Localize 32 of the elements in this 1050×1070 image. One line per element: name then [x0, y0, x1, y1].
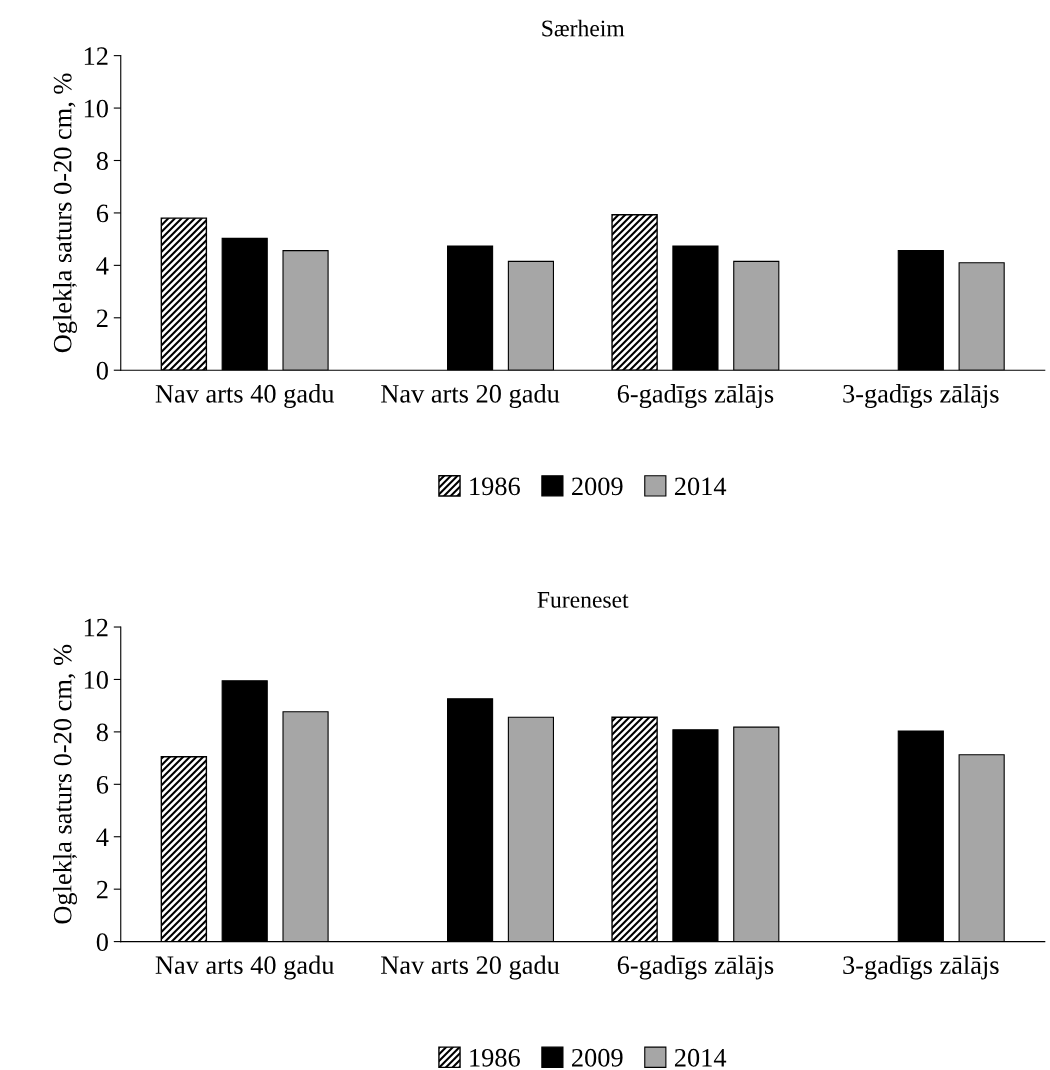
- y-tick-label: 10: [84, 99, 108, 118]
- y-tick-label: 6: [96, 204, 109, 223]
- y-tick-label: 6: [96, 775, 109, 794]
- legend-label: 1986: [470, 477, 520, 496]
- chart-title: Fureneset: [537, 592, 629, 608]
- x-tick-label: 6-gadīgs zālājs: [617, 384, 774, 409]
- y-tick-label: 8: [96, 723, 108, 742]
- y-tick-label: 12: [84, 47, 108, 65]
- x-tick-label: Nav arts 20 gadu: [381, 955, 560, 980]
- x-tick-label: Nav arts 40 gadu: [155, 955, 335, 980]
- y-tick-label: 10: [84, 671, 108, 689]
- legend-label: 2009: [572, 1048, 623, 1067]
- x-tick-label: 3-gadīgs zālājs: [843, 955, 999, 980]
- y-axis-title: Oglekļa saturs 0-20 cm, %: [52, 644, 77, 924]
- legend-label: 2014: [674, 1048, 727, 1067]
- y-axis-title: Oglekļa saturs 0-20 cm, %: [52, 73, 77, 353]
- y-tick-label: 2: [96, 309, 108, 327]
- y-tick-label: 0: [96, 361, 108, 380]
- x-tick-label: 6-gadīgs zālājs: [617, 955, 774, 980]
- x-tick-label: Nav arts 20 gadu: [381, 384, 560, 409]
- legend-label: 1986: [470, 1048, 520, 1067]
- chart-title: Særheim: [542, 19, 625, 37]
- y-tick-label: 4: [96, 828, 109, 846]
- y-tick-label: 0: [96, 933, 108, 952]
- y-tick-label: 4: [96, 257, 109, 275]
- y-tick-label: 12: [84, 618, 108, 637]
- legend-label: 2009: [572, 477, 623, 496]
- x-tick-label: 3-gadīgs zālājs: [843, 384, 999, 409]
- x-tick-label: Nav arts 40 gadu: [155, 384, 335, 409]
- y-tick-label: 8: [96, 152, 108, 170]
- y-tick-label: 2: [96, 880, 108, 899]
- legend-label: 2014: [674, 477, 727, 496]
